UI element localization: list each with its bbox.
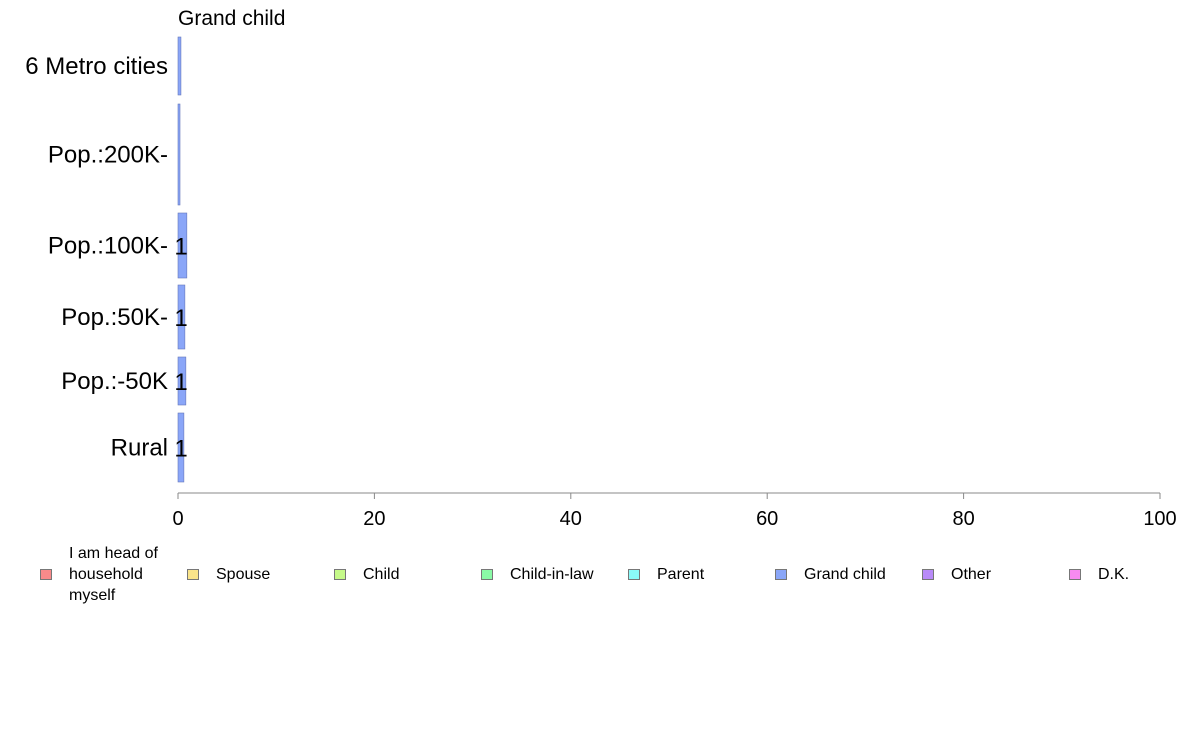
category-label: 6 Metro cities bbox=[25, 53, 168, 80]
legend-item: Grand child bbox=[775, 564, 886, 585]
bar-2 bbox=[177, 212, 188, 279]
legend-swatch bbox=[775, 569, 787, 580]
chart-title: Grand child bbox=[178, 7, 285, 30]
data-label: 1 bbox=[174, 369, 187, 396]
legend-item: Parent bbox=[628, 564, 704, 585]
category-label: Rural bbox=[111, 435, 168, 462]
legend-label: D.K. bbox=[1098, 566, 1130, 583]
data-label: 1 bbox=[174, 305, 187, 332]
bar-4 bbox=[177, 356, 187, 406]
category-label: Pop.:100K- bbox=[48, 233, 168, 260]
x-tick-label: 100 bbox=[1143, 508, 1176, 530]
x-tick-label: 20 bbox=[363, 508, 385, 530]
legend: I am head of household myself Spouse Child… bbox=[0, 540, 1188, 620]
x-tick-label: 0 bbox=[172, 508, 183, 530]
legend-swatch bbox=[481, 569, 493, 580]
legend-swatch bbox=[334, 569, 346, 580]
data-label: 1 bbox=[174, 436, 187, 463]
legend-item: I am head of household myself bbox=[40, 543, 158, 606]
data-labels: 1 1 1 1 bbox=[174, 234, 187, 463]
bar-5 bbox=[177, 412, 185, 483]
x-tick-label: 60 bbox=[756, 508, 778, 530]
legend-swatch bbox=[40, 569, 52, 580]
x-tick-label: 80 bbox=[952, 508, 974, 530]
legend-item: Spouse bbox=[187, 564, 270, 585]
legend-swatch bbox=[922, 569, 934, 580]
bar-chart: Grand child 6 Metro cities Pop.:200K- Pop.… bbox=[25, 7, 1177, 530]
legend-swatch bbox=[187, 569, 199, 580]
bars-group bbox=[177, 36, 188, 483]
category-label: Pop.:200K- bbox=[48, 142, 168, 169]
legend-item: Other bbox=[922, 564, 991, 585]
legend-swatch bbox=[1069, 569, 1081, 580]
legend-label: I am head of household myself bbox=[69, 545, 158, 604]
legend-label: Child-in-law bbox=[510, 566, 594, 583]
legend-label: Child bbox=[363, 566, 400, 583]
legend-item: Child-in-law bbox=[481, 564, 594, 585]
bar-1 bbox=[177, 103, 181, 206]
x-tick-label: 40 bbox=[560, 508, 582, 530]
bar-0 bbox=[177, 36, 182, 96]
data-label: 1 bbox=[174, 234, 187, 261]
legend-item: D.K. bbox=[1069, 564, 1129, 585]
legend-swatch bbox=[628, 569, 640, 580]
legend-label: Spouse bbox=[216, 566, 271, 583]
legend-label: Other bbox=[951, 566, 992, 583]
category-label: Pop.:50K- bbox=[61, 304, 168, 331]
bar-3 bbox=[177, 284, 186, 350]
category-labels: 6 Metro cities Pop.:200K- Pop.:100K- Pop.:5… bbox=[25, 53, 168, 462]
legend-item: Child bbox=[334, 564, 399, 585]
x-axis: 0 20 40 60 80 100 bbox=[172, 492, 1177, 530]
category-label: Pop.:-50K bbox=[61, 368, 168, 395]
legend-label: Grand child bbox=[804, 566, 886, 583]
legend-label: Parent bbox=[657, 566, 705, 583]
